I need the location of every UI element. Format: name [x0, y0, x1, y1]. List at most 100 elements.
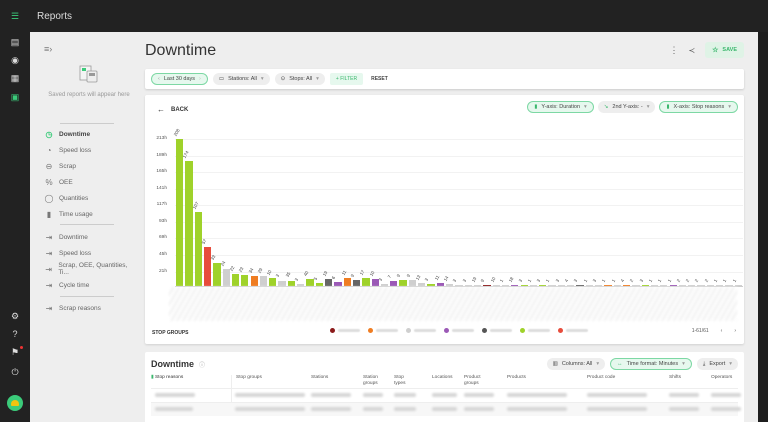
- chart-bar[interactable]: [371, 279, 379, 286]
- chart-bar[interactable]: [241, 274, 249, 286]
- sidebar-export-scrap-oee[interactable]: ⇥ Scrap, OEE, Quantities, Ti...: [44, 262, 134, 276]
- column-header[interactable]: Locations: [432, 375, 453, 380]
- column-header[interactable]: Station groups: [363, 375, 378, 386]
- gear-icon[interactable]: ⚙: [10, 310, 20, 321]
- chart-bar[interactable]: [539, 284, 547, 286]
- chart-bar[interactable]: [688, 284, 696, 286]
- chart-bar[interactable]: [297, 283, 305, 286]
- legend-item[interactable]: [444, 328, 474, 333]
- sidebar-export-scrap-reasons[interactable]: ⇥ Scrap reasons: [44, 302, 101, 314]
- chart-bar[interactable]: [613, 284, 621, 286]
- chart-bar[interactable]: [194, 212, 202, 286]
- sidebar-item-downtime[interactable]: ◷ Downtime: [44, 128, 91, 140]
- column-header[interactable]: Stations: [311, 375, 329, 380]
- chart-bar[interactable]: [660, 284, 668, 286]
- sidebar-item-scrap[interactable]: ⊖ Scrap: [44, 160, 76, 172]
- chart-bar[interactable]: [706, 284, 715, 286]
- chart-bar[interactable]: [501, 284, 510, 286]
- dashboard-icon[interactable]: ▦: [10, 72, 20, 83]
- stops-filter[interactable]: ⊙ Stops: All ▾: [274, 73, 325, 85]
- sidebar-item-speed-loss[interactable]: ◔ Speed loss: [44, 144, 92, 156]
- chart-bar[interactable]: [576, 284, 584, 286]
- chart-bar[interactable]: [287, 280, 295, 286]
- sidebar-item-oee[interactable]: % OEE: [44, 176, 72, 188]
- legend-item[interactable]: [520, 328, 550, 333]
- chart-bar[interactable]: [408, 279, 417, 286]
- chart-bar[interactable]: [650, 284, 659, 286]
- chart-bar[interactable]: [176, 139, 184, 286]
- chart-bar[interactable]: [399, 279, 407, 286]
- sidebar-item-time-usage[interactable]: ▮ Time usage: [44, 208, 93, 220]
- chart-bar[interactable]: [343, 278, 351, 286]
- table-row[interactable]: [151, 402, 741, 416]
- share-icon[interactable]: ≺: [688, 45, 696, 55]
- chart-bar[interactable]: [464, 284, 472, 286]
- column-header[interactable]: Products: [507, 375, 526, 380]
- chart-bar[interactable]: [520, 284, 528, 286]
- column-header[interactable]: Product groups: [464, 375, 481, 386]
- chart-bar[interactable]: [557, 284, 566, 286]
- chart-bar[interactable]: [334, 281, 342, 286]
- notes-icon[interactable]: ▤: [10, 36, 20, 47]
- second-y-axis-select[interactable]: ↘ 2nd Y-axis: - ▾: [597, 101, 656, 113]
- chart-bar[interactable]: [259, 276, 268, 286]
- legend-item[interactable]: [368, 328, 398, 333]
- column-header[interactable]: Stop types: [394, 375, 406, 386]
- columns-button[interactable]: ▥ Columns: All ▾: [546, 358, 606, 370]
- power-icon[interactable]: ⏻: [11, 366, 19, 377]
- chart-bar[interactable]: [473, 284, 482, 286]
- column-header[interactable]: ▮ Stop reasons: [151, 375, 183, 381]
- chart-bar[interactable]: [641, 284, 649, 286]
- back-button[interactable]: ← BACK: [157, 105, 188, 114]
- chart-bar[interactable]: [222, 269, 230, 286]
- chart-bar[interactable]: [325, 279, 333, 286]
- column-header[interactable]: Operators: [711, 375, 733, 380]
- chart-bar[interactable]: [203, 246, 212, 286]
- reset-button[interactable]: RESET: [371, 76, 388, 82]
- chart-bar[interactable]: [362, 278, 370, 286]
- sidebar-export-cycle-time[interactable]: ⇥ Cycle time: [44, 279, 90, 291]
- more-icon[interactable]: ⋮: [669, 44, 679, 55]
- sidebar-item-quantities[interactable]: ◯ Quantities: [44, 192, 89, 204]
- chart-bar[interactable]: [436, 283, 444, 286]
- chart-bar[interactable]: [595, 284, 603, 286]
- flag-icon[interactable]: ⚑: [9, 346, 23, 358]
- chart-bar[interactable]: [604, 284, 612, 286]
- chevron-left-icon[interactable]: ‹: [158, 76, 160, 82]
- column-header[interactable]: Stop groups: [231, 375, 262, 405]
- save-button[interactable]: ☆ SAVE: [705, 42, 744, 58]
- legend-item[interactable]: [482, 328, 512, 333]
- chart-bar[interactable]: [585, 284, 593, 286]
- chart-bar[interactable]: [669, 284, 677, 286]
- chart-bar[interactable]: [427, 283, 435, 286]
- chart-bar[interactable]: [352, 279, 361, 286]
- chart-bar[interactable]: [306, 279, 314, 286]
- chart-bar[interactable]: [269, 277, 277, 286]
- chevron-left-icon[interactable]: ‹: [720, 328, 723, 334]
- chart-bar[interactable]: [390, 281, 398, 286]
- table-row[interactable]: [151, 388, 741, 402]
- target-icon[interactable]: ◉: [11, 54, 19, 65]
- avatar[interactable]: [7, 395, 23, 411]
- column-header[interactable]: Shifts: [669, 375, 681, 380]
- chart-bar[interactable]: [213, 263, 221, 286]
- menu-icon[interactable]: ☰: [10, 10, 20, 21]
- chart-bar[interactable]: [231, 274, 240, 286]
- chart-bar[interactable]: [548, 284, 556, 286]
- chevron-right-icon[interactable]: ›: [199, 76, 201, 82]
- chart-bar[interactable]: [622, 284, 631, 286]
- legend-item[interactable]: [330, 328, 360, 333]
- chevron-right-icon[interactable]: ›: [734, 328, 736, 334]
- help-icon[interactable]: ?: [12, 329, 18, 339]
- chart-bar[interactable]: [734, 284, 742, 286]
- chart-bar[interactable]: [418, 283, 426, 286]
- sidebar-export-speed-loss[interactable]: ⇥ Speed loss: [44, 247, 92, 259]
- chart-bar[interactable]: [455, 284, 463, 286]
- chart-bar[interactable]: [529, 284, 538, 286]
- legend-item[interactable]: [558, 328, 588, 333]
- sidebar-export-downtime[interactable]: ⇥ Downtime: [44, 231, 88, 243]
- chart-bar[interactable]: [678, 284, 687, 286]
- chart-bar[interactable]: [446, 283, 454, 286]
- date-range-picker[interactable]: ‹ Last 30 days ›: [151, 73, 208, 85]
- chart-bar[interactable]: [697, 284, 705, 286]
